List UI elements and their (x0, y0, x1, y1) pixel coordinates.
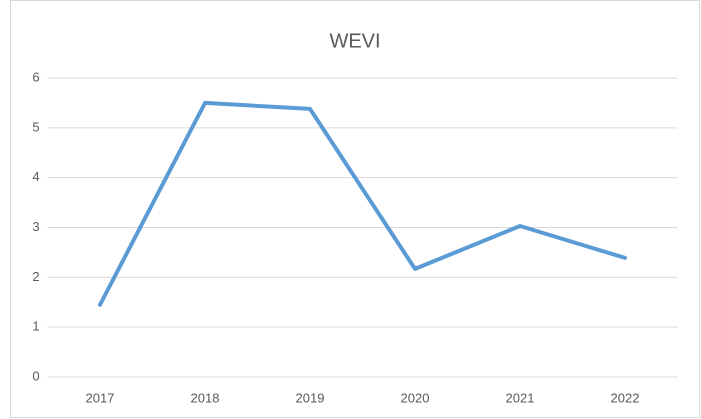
x-tick-label: 2017 (86, 390, 115, 405)
y-tick-label: 0 (32, 368, 39, 383)
data-line (98, 100, 627, 307)
chart-title: WEVI (329, 30, 380, 52)
chart-border (10, 0, 700, 418)
y-tick-label: 1 (32, 319, 39, 334)
y-tick-label: 4 (32, 169, 39, 184)
y-tick-label: 2 (32, 269, 39, 284)
x-tick-label: 2018 (191, 390, 220, 405)
x-tick-label: 2022 (611, 390, 640, 405)
y-tick-label: 6 (32, 69, 39, 84)
y-tick-label: 5 (32, 119, 39, 134)
x-tick-label: 2019 (296, 390, 325, 405)
x-tick-label: 2020 (401, 390, 430, 405)
y-tick-label: 3 (32, 219, 39, 234)
x-tick-label: 2021 (506, 390, 535, 405)
